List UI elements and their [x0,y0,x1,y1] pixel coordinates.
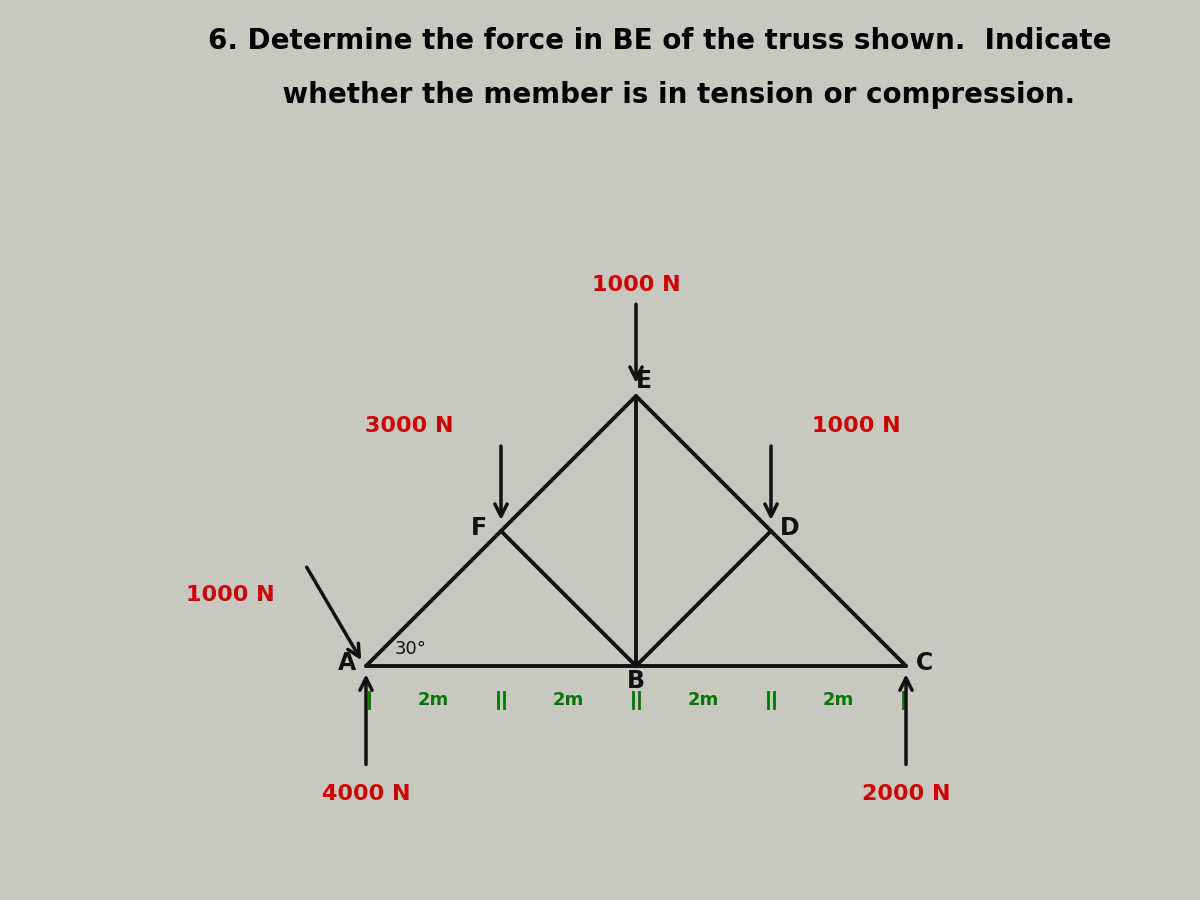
Text: B: B [628,669,646,693]
Text: 2000 N: 2000 N [862,784,950,805]
Text: 30°: 30° [395,640,426,658]
Text: D: D [780,516,799,540]
Text: 1000 N: 1000 N [186,585,275,605]
Text: 1000 N: 1000 N [811,417,900,436]
Text: 2m: 2m [823,691,854,709]
Text: 6. Determine the force in BE of the truss shown.  Indicate: 6. Determine the force in BE of the trus… [209,27,1111,55]
Text: whether the member is in tension or compression.: whether the member is in tension or comp… [245,81,1075,109]
Text: 2m: 2m [553,691,584,709]
Text: F: F [472,516,487,540]
Text: 3000 N: 3000 N [365,417,454,436]
Text: 1000 N: 1000 N [592,274,680,294]
Text: 4000 N: 4000 N [322,784,410,805]
Text: 2m: 2m [418,691,449,709]
Text: E: E [636,369,652,393]
Text: A: A [338,651,356,675]
Text: 2m: 2m [688,691,719,709]
Text: C: C [917,651,934,675]
